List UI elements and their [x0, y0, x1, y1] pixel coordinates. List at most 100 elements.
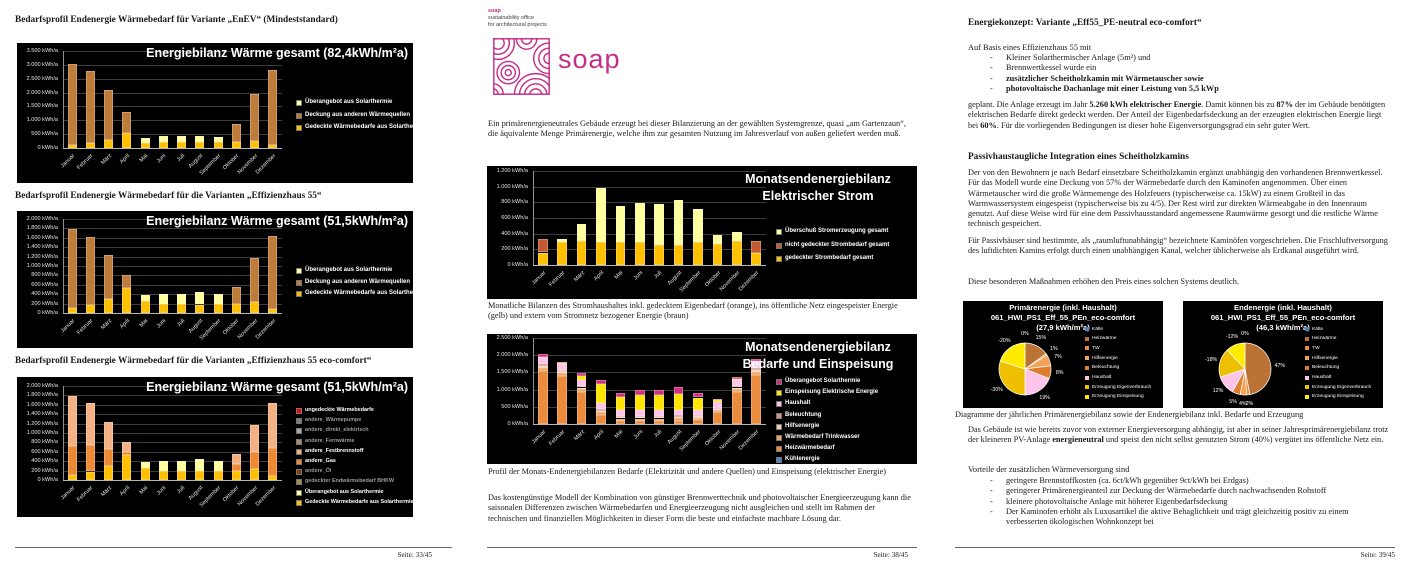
- bar-segment: [615, 410, 626, 416]
- section-heading-scheitholzkamin: Passivhaustaugliche Integration eines Sc…: [968, 152, 1189, 162]
- legend-label: Erzeugung Eigenverbrauch: [1312, 384, 1372, 390]
- bar-segment: [576, 387, 587, 390]
- bar-segment: [654, 420, 665, 424]
- bar-segment: [67, 145, 77, 148]
- bar-segment: [158, 460, 168, 471]
- planning-paragraph: geplant. Die Anlage erzeugt im Jahr 5.26…: [968, 100, 1392, 131]
- gridline: [63, 64, 282, 66]
- bar-segment: [213, 294, 223, 305]
- list-item-text: geringere Brennstoffkosten (ca. 6ct/kWh …: [1006, 476, 1249, 485]
- legend-label: Gedeckte Wärmebedarfe aus Solarthermie: [305, 124, 413, 130]
- chart-bedarfe-einspeisung: 2.500 kWh/a 2.000 kWh/a 1.500 kWh/a 1.000 k…: [487, 334, 917, 464]
- bar-segment: [122, 132, 132, 148]
- list-item: - kleinere photovoltaische Anlage mit höh…: [968, 497, 1392, 507]
- list-item: - Kleiner Solarthermischer Anlage (5m²) u…: [968, 53, 1392, 63]
- gridline: [533, 406, 766, 408]
- bar-segment: [158, 136, 168, 143]
- y-axis-tick-label: 0 kWh/a: [37, 477, 58, 483]
- y-axis-tick-label: 1.200 kWh/a: [496, 168, 528, 174]
- bar-segment: [654, 390, 665, 396]
- legend-swatch: [776, 457, 782, 464]
- bar-segment: [751, 372, 762, 375]
- legend-label: Heizwärme: [1092, 336, 1117, 342]
- bar-segment: [122, 454, 132, 480]
- legend-swatch: [296, 459, 302, 465]
- soap-logo-pattern: [493, 38, 550, 95]
- y-axis-tick-label: 800 kWh/a: [31, 272, 58, 279]
- legend-swatch: [296, 125, 302, 131]
- bar-segment: [231, 470, 241, 480]
- y-axis-tick-label: 200 kWh/a: [31, 300, 58, 307]
- vorteile-line: Vorteile der zusätzlichen Wärmeversorgun…: [968, 465, 1130, 474]
- pie-slice-label: 5%: [1229, 398, 1237, 405]
- bar-segment: [213, 141, 223, 148]
- bar-segment: [158, 294, 168, 305]
- legend-label: Gedeckte Wärmebedarfe aus Solarthermie: [305, 498, 413, 505]
- pie-slice: [1244, 342, 1272, 395]
- bar-segment: [250, 452, 260, 470]
- legend-swatch: [776, 435, 782, 441]
- gridline: [63, 266, 282, 267]
- bar-segment: [576, 240, 587, 265]
- y-axis-tick-label: 2.000 kWh/a: [26, 383, 58, 389]
- page-number: Seite: 38/45: [873, 551, 908, 559]
- y-axis-line: [63, 51, 64, 148]
- bar-segment: [537, 367, 548, 371]
- y-axis-tick-label: 0 kWh/a: [507, 262, 528, 268]
- bar-segment: [557, 239, 567, 242]
- list-dash: -: [990, 53, 993, 62]
- legend-swatch: [776, 423, 782, 430]
- legend-swatch: [1305, 356, 1309, 361]
- bar-segment: [85, 236, 95, 305]
- bar-segment: [177, 136, 187, 143]
- pie-slice-label: 8%: [1055, 370, 1064, 377]
- bar-segment: [596, 412, 606, 416]
- legend-label: Heizwärmebedarf: [785, 445, 835, 452]
- legend-label: andere_direkt_elektrisch: [305, 427, 369, 434]
- bar-segment: [576, 223, 587, 241]
- legend-label: andere_Wärmepumpe: [305, 417, 362, 424]
- legend-label: Erzeugung Eigenverbrauch: [1092, 384, 1152, 390]
- bar-segment: [104, 449, 114, 467]
- legend-swatch: [296, 469, 302, 476]
- y-axis-tick-label: 1.600 kWh/a: [26, 401, 58, 408]
- legend-swatch: [296, 489, 302, 496]
- bar-segment: [104, 254, 114, 300]
- list-item-text: kleinere photovoltaische Anlage mit höhe…: [1006, 496, 1228, 506]
- bar-segment: [732, 389, 742, 393]
- gridline: [533, 389, 766, 391]
- legend-swatch: [1305, 365, 1309, 370]
- pie-svg: [1218, 342, 1272, 396]
- pie-slice-label: -12%: [1225, 333, 1239, 340]
- legend-swatch: [1305, 394, 1309, 399]
- legend-swatch: [296, 112, 302, 119]
- chart-title: Energiebilanz Wärme gesamt (51,5kWh/m²a): [146, 214, 408, 228]
- text-span: 5.260 kWh elektrischer Energie: [1089, 100, 1202, 109]
- y-axis-tick-label: 1.400 kWh/a: [26, 411, 58, 418]
- x-axis-line: [63, 313, 282, 314]
- soap-wordmark: soap: [558, 44, 621, 74]
- gridline: [63, 247, 282, 249]
- bar-segment: [751, 374, 762, 424]
- y-axis-tick-label: 1.000 kWh/a: [26, 263, 58, 269]
- section-heading-enev: Bedarfsprofil Endenergie Wärmebedarf für…: [15, 15, 338, 25]
- list-item-text: geringerer Primärenergieanteil zur Decku…: [1006, 486, 1327, 496]
- legend-swatch: [296, 499, 302, 506]
- bar-segment: [231, 453, 241, 464]
- pie-slice: [999, 342, 1026, 370]
- bar-segment: [231, 463, 241, 471]
- bar-segment: [712, 407, 723, 409]
- legend-swatch: [776, 256, 782, 262]
- bar-segment: [712, 243, 723, 265]
- legend-label: Überangebot Solarthermie: [785, 378, 861, 384]
- bar-segment: [537, 356, 548, 364]
- bar-segment: [67, 308, 77, 313]
- pie-endenergie: Endenergie (inkl. Haushalt) 061_HWI_PS1_E…: [1183, 301, 1383, 408]
- legend-label: Hilfsenergie: [785, 422, 820, 429]
- gridline: [63, 228, 282, 230]
- bar-segment: [751, 253, 762, 266]
- gridline: [533, 233, 766, 235]
- bar-segment: [557, 373, 567, 376]
- bar-segment: [712, 412, 723, 424]
- bar-segment: [751, 361, 762, 368]
